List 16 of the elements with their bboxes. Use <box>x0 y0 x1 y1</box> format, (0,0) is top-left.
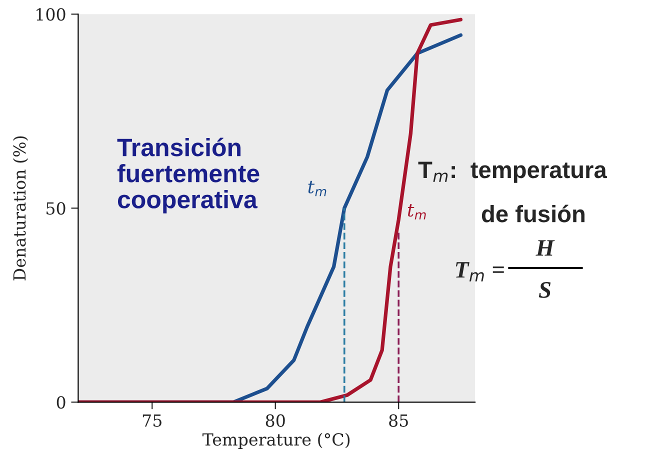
y-tick-label: 0 <box>56 396 66 409</box>
x-tick-label: 85 <box>389 414 408 427</box>
text: H <box>536 240 555 256</box>
x-axis-title: Temperature (°C) <box>202 432 350 450</box>
y-axis-title: Denaturation (%) <box>12 136 28 280</box>
annotation: t$_{m}$ <box>308 180 326 196</box>
y-tick-label: 100 <box>36 8 66 21</box>
annotation: t$_{m}$ <box>408 204 426 220</box>
y-tick-label: 50 <box>46 202 66 215</box>
x-tick-label: 80 <box>266 414 285 427</box>
annotation: Transición fuertemente cooperativa <box>117 138 260 214</box>
x-tick-label: 75 <box>142 414 162 427</box>
annotation: T$_{m}$: temperatura <box>418 162 607 183</box>
text: S <box>538 282 551 298</box>
text: de fusión <box>482 204 584 222</box>
annotation: T$_{m}$ = <box>456 262 504 282</box>
